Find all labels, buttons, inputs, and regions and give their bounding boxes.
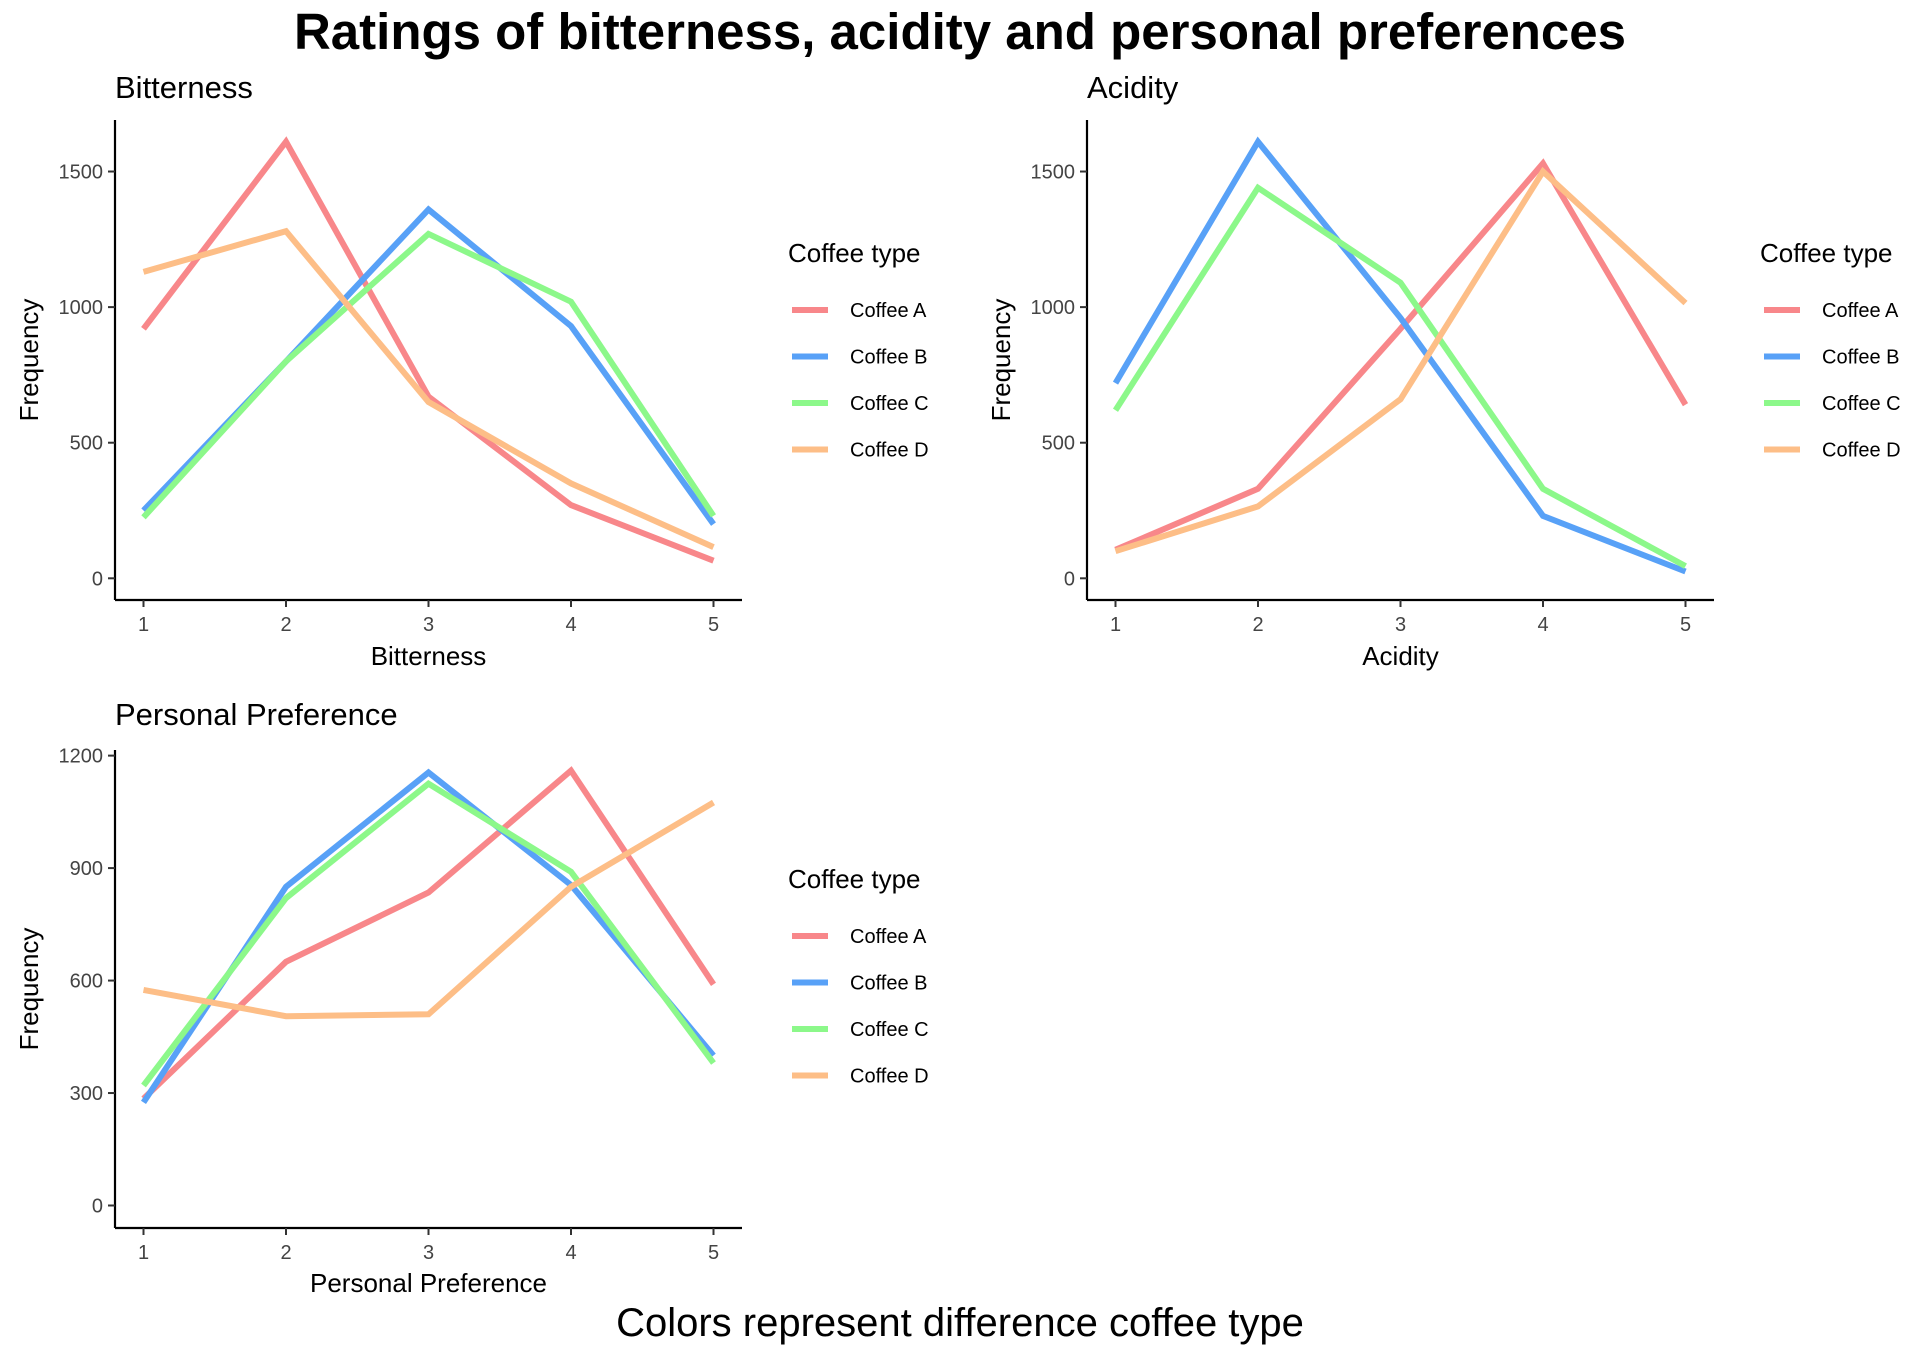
- panel-3-x-axis-label: Personal Preference: [310, 1268, 547, 1298]
- panel-2-x-tick-label: 5: [1680, 614, 1691, 636]
- panel-1-x-tick-label: 4: [565, 614, 576, 636]
- panel-1-y-axis-label: Frequency: [14, 299, 44, 422]
- panel-1-series-line-coffee-b: [141, 205, 716, 526]
- panel-1-y-tick-label: 1000: [59, 297, 104, 319]
- panel-3-x-tick-label: 4: [565, 1242, 576, 1264]
- panel-2-legend-label: Coffee A: [1822, 300, 1899, 322]
- panel-1-legend-label: Coffee D: [850, 440, 929, 462]
- panel-1-x-tick-label: 2: [280, 614, 291, 636]
- panel-2-y-tick-label: 1500: [1031, 162, 1076, 184]
- panel-2-series-line-coffee-b: [1112, 136, 1687, 575]
- panel-1-legend-label: Coffee B: [850, 347, 927, 369]
- panel-1-series-line-coffee-d: [142, 227, 715, 550]
- figure-title: Ratings of bitterness, acidity and perso…: [293, 3, 1627, 60]
- panel-2-x-tick-label: 3: [1395, 614, 1406, 636]
- panel-2-title: Acidity: [1087, 70, 1179, 105]
- panel-2-series-line-coffee-d: [1114, 166, 1688, 555]
- panel-3-title: Personal Preference: [115, 697, 398, 732]
- panel-3-y-tick-label: 0: [92, 1196, 103, 1218]
- panel-3-legend-title: Coffee type: [788, 864, 921, 894]
- panel-3-x-tick-label: 2: [280, 1242, 291, 1264]
- panel-1-x-axis-label: Bitterness: [371, 641, 487, 671]
- panel-3-x-tick-label: 5: [708, 1242, 719, 1264]
- panel-2-y-axis-label: Frequency: [986, 299, 1016, 422]
- panel-1-series-line-coffee-c: [141, 230, 716, 520]
- panel-2-y-tick-label: 0: [1064, 568, 1075, 590]
- panel-3-x-tick-label: 3: [423, 1242, 434, 1264]
- panel-1-x-tick-label: 1: [138, 614, 149, 636]
- panel-3-y-axis-label: Frequency: [14, 928, 44, 1051]
- panel-1-y-tick-label: 1500: [59, 162, 104, 184]
- panel-3-y-tick-label: 600: [70, 971, 103, 993]
- panel-1-legend-title: Coffee type: [788, 238, 921, 268]
- panel-2-legend-label: Coffee D: [1822, 440, 1901, 462]
- panel-2-y-tick-label: 500: [1042, 433, 1075, 455]
- panel-2-series-line-coffee-a: [1114, 158, 1689, 553]
- panel-2-x-axis-label: Acidity: [1362, 641, 1439, 671]
- panel-2-series-line-coffee-c: [1112, 183, 1687, 569]
- panel-3-legend-label: Coffee D: [850, 1066, 929, 1088]
- panel-2-y-tick-label: 1000: [1031, 297, 1076, 319]
- panel-2-x-tick-label: 4: [1537, 614, 1548, 636]
- figure-caption: Colors represent difference coffee type: [616, 1301, 1304, 1345]
- panel-1-legend-label: Coffee A: [850, 300, 927, 322]
- panel-3-y-tick-label: 900: [70, 858, 103, 880]
- panel-2-x-tick-label: 2: [1252, 614, 1263, 636]
- panel-3-series-line-coffee-d: [142, 799, 716, 1020]
- panel-2-legend-label: Coffee C: [1822, 393, 1901, 415]
- panel-3-y-tick-label: 300: [70, 1083, 103, 1105]
- panel-3-x-tick-label: 1: [138, 1242, 149, 1264]
- panel-1-y-tick-label: 0: [92, 568, 103, 590]
- panel-3-series-line-coffee-c: [141, 780, 716, 1088]
- panel-1-legend-label: Coffee C: [850, 393, 929, 415]
- panel-1-y-tick-label: 500: [70, 433, 103, 455]
- panel-2-x-tick-label: 1: [1110, 614, 1121, 636]
- panel-1-series-line-coffee-a: [141, 136, 715, 564]
- panel-1-x-tick-label: 5: [708, 614, 719, 636]
- panel-3-y-tick-label: 1200: [59, 746, 104, 768]
- panel-1-title: Bitterness: [115, 70, 253, 105]
- panel-2-legend-title: Coffee type: [1760, 238, 1893, 268]
- panel-3-series-line-coffee-b: [140, 768, 716, 1105]
- panel-3-legend-label: Coffee A: [850, 926, 927, 948]
- panel-3-legend-label: Coffee C: [850, 1019, 929, 1041]
- panel-3-series-line-coffee-a: [141, 766, 716, 1101]
- panel-1-x-tick-label: 3: [423, 614, 434, 636]
- panel-2-legend-label: Coffee B: [1822, 347, 1899, 369]
- panel-3-legend-label: Coffee B: [850, 973, 927, 995]
